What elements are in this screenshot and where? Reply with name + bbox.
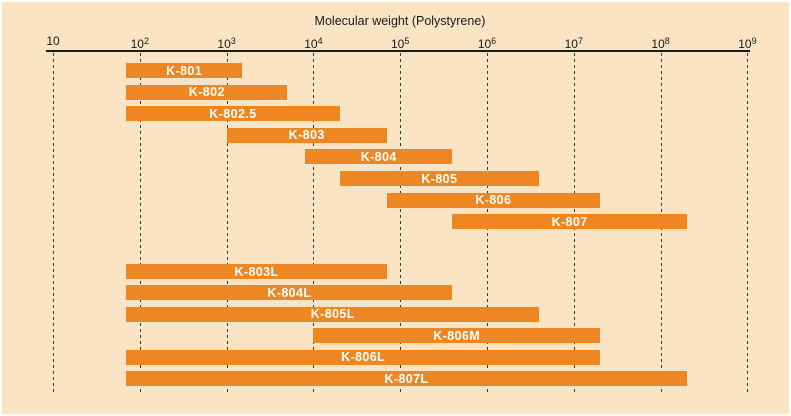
bar-label: K-806L — [341, 350, 386, 365]
bar-label: K-807L — [384, 371, 429, 386]
bar-label: K-807 — [551, 214, 588, 229]
bar-K-807L: K-807L — [126, 371, 687, 386]
x-axis-tick-label: 106 — [477, 36, 497, 51]
bar-K-801: K-801 — [126, 63, 242, 78]
x-axis-tick-label: 102 — [130, 36, 149, 51]
bar-label: K-806 — [475, 193, 512, 208]
bar-K-806M: K-806M — [313, 328, 600, 344]
x-axis-tick-label: 109 — [738, 36, 757, 51]
x-axis-tick-label: 107 — [564, 36, 583, 51]
bar-label: K-803L — [234, 264, 279, 279]
x-axis-tick-label: 108 — [651, 36, 670, 51]
bar-label: K-805 — [421, 171, 458, 186]
x-axis-tick-label: 104 — [304, 36, 323, 51]
chart-title: Molecular weight (Polystyrene) — [314, 14, 486, 28]
gridline — [747, 53, 749, 394]
bar-K-805L: K-805L — [126, 306, 540, 322]
bar-label: K-801 — [166, 63, 203, 78]
bar-K-802: K-802 — [126, 84, 288, 100]
bar-K-803: K-803 — [226, 127, 387, 143]
bar-K-803L: K-803L — [126, 264, 387, 279]
x-axis-line — [46, 50, 750, 52]
bar-label: K-805L — [310, 307, 355, 322]
bar-K-806L: K-806L — [126, 349, 600, 365]
gridline — [400, 53, 402, 394]
bar-K-807: K-807 — [452, 214, 687, 230]
bar-label: K-802.5 — [209, 106, 257, 121]
bar-K-806: K-806 — [386, 192, 600, 208]
gridline — [53, 53, 54, 394]
gridline — [313, 53, 315, 394]
bar-K-802.5: K-802.5 — [126, 106, 340, 122]
x-axis-tick-label: 10 — [46, 34, 60, 48]
bar-K-805: K-805 — [339, 171, 540, 186]
bar-label: K-803 — [288, 128, 325, 143]
x-axis-tick-label: 103 — [217, 36, 236, 51]
bar-label: K-806M — [433, 328, 481, 343]
bar-K-804: K-804 — [304, 149, 453, 165]
bar-label: K-802 — [188, 85, 225, 100]
gridline — [139, 53, 141, 394]
bar-label: K-804L — [267, 285, 312, 300]
x-axis-tick-label: 105 — [391, 36, 410, 51]
bar-K-804L: K-804L — [126, 285, 453, 301]
gridline — [226, 53, 228, 394]
bar-label: K-804 — [360, 149, 397, 164]
